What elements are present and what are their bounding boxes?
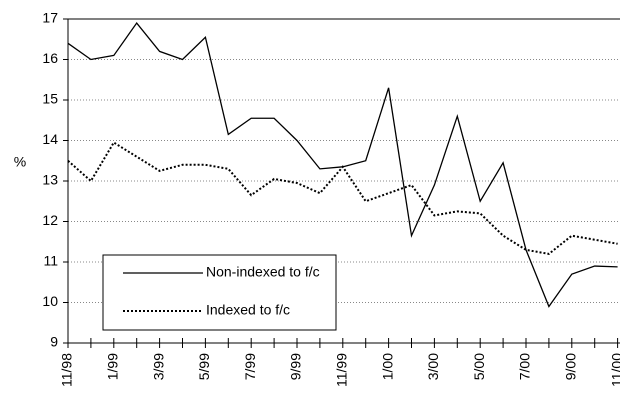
- legend-label: Non-indexed to f/c: [206, 264, 320, 280]
- y-tick-label: 14: [42, 131, 58, 147]
- x-tick-label: 3/99: [150, 353, 166, 380]
- x-tick-label: 5/99: [196, 353, 212, 380]
- x-tick-label: 11/98: [59, 353, 75, 387]
- y-tick-label: 13: [42, 172, 58, 188]
- y-tick-label: 17: [42, 10, 58, 26]
- y-tick-label: 15: [42, 91, 58, 107]
- legend-box: [102, 254, 337, 331]
- x-tick-label: 3/00: [425, 353, 441, 380]
- y-axis-label: %: [14, 154, 26, 170]
- x-tick-label: 11/00: [608, 353, 620, 387]
- x-tick-label: 1/00: [379, 353, 395, 380]
- x-tick-label: 7/99: [242, 353, 258, 380]
- data-line: [67, 141, 618, 255]
- x-tick-label: 7/00: [517, 353, 533, 380]
- x-tick-label: 1/99: [105, 353, 121, 380]
- y-tick-label: 11: [43, 253, 58, 269]
- legend-label: Indexed to f/c: [206, 302, 290, 318]
- y-tick-label: 9: [50, 334, 58, 350]
- x-tick-label: 5/00: [471, 353, 487, 380]
- y-tick-label: 16: [42, 50, 58, 66]
- x-tick-label: 9/99: [288, 353, 304, 380]
- x-tick-label: 11/99: [334, 353, 350, 387]
- y-tick-label: 10: [42, 293, 58, 309]
- y-tick-label: 12: [42, 212, 58, 228]
- x-tick-label: 9/00: [563, 353, 579, 380]
